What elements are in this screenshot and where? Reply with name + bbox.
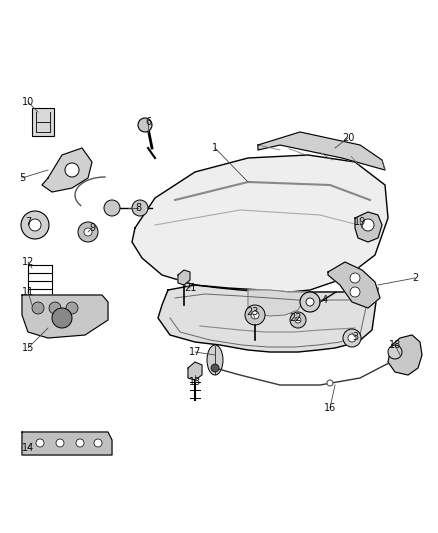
Circle shape <box>52 308 72 328</box>
Text: 15: 15 <box>22 343 34 353</box>
Circle shape <box>32 302 44 314</box>
Text: 17: 17 <box>189 347 201 357</box>
Text: 10: 10 <box>22 97 34 107</box>
Text: 4: 4 <box>322 295 328 305</box>
Circle shape <box>300 292 320 312</box>
Circle shape <box>104 200 120 216</box>
Polygon shape <box>22 432 112 455</box>
Text: 16: 16 <box>324 403 336 413</box>
Text: 12: 12 <box>22 257 34 267</box>
Circle shape <box>245 305 265 325</box>
Circle shape <box>56 439 64 447</box>
Circle shape <box>65 163 79 177</box>
Polygon shape <box>248 290 308 316</box>
Circle shape <box>49 302 61 314</box>
Circle shape <box>350 273 360 283</box>
Text: 21: 21 <box>184 283 196 293</box>
Circle shape <box>388 345 402 359</box>
Circle shape <box>94 439 102 447</box>
Polygon shape <box>258 132 385 170</box>
Circle shape <box>306 298 314 306</box>
Circle shape <box>78 222 98 242</box>
Text: 2: 2 <box>412 273 418 283</box>
Text: 13: 13 <box>189 377 201 387</box>
Polygon shape <box>158 285 378 352</box>
Circle shape <box>327 380 333 386</box>
Polygon shape <box>355 212 382 242</box>
Circle shape <box>29 219 41 231</box>
Circle shape <box>132 200 148 216</box>
Circle shape <box>66 302 78 314</box>
Polygon shape <box>178 270 190 285</box>
Text: 6: 6 <box>145 117 151 127</box>
Circle shape <box>350 287 360 297</box>
Text: 20: 20 <box>342 133 354 143</box>
Polygon shape <box>188 362 202 380</box>
Text: 8: 8 <box>135 203 141 213</box>
Text: 22: 22 <box>289 313 301 323</box>
Text: 18: 18 <box>389 340 401 350</box>
Circle shape <box>211 364 219 372</box>
Circle shape <box>251 311 259 319</box>
Circle shape <box>362 219 374 231</box>
Polygon shape <box>22 295 108 338</box>
Circle shape <box>348 334 356 342</box>
Circle shape <box>138 118 152 132</box>
Text: 5: 5 <box>19 173 25 183</box>
Circle shape <box>290 312 306 328</box>
Circle shape <box>84 228 92 236</box>
Text: 19: 19 <box>354 217 366 227</box>
Circle shape <box>295 317 301 323</box>
Polygon shape <box>42 148 92 192</box>
Ellipse shape <box>207 345 223 375</box>
Circle shape <box>36 439 44 447</box>
Text: 14: 14 <box>22 443 34 453</box>
FancyBboxPatch shape <box>32 108 54 136</box>
Text: 11: 11 <box>22 287 34 297</box>
Text: 1: 1 <box>212 143 218 153</box>
Circle shape <box>76 439 84 447</box>
Circle shape <box>21 211 49 239</box>
Text: 3: 3 <box>352 332 358 342</box>
Circle shape <box>343 329 361 347</box>
Text: 7: 7 <box>25 217 31 227</box>
Text: 9: 9 <box>89 223 95 233</box>
Polygon shape <box>132 155 388 292</box>
Polygon shape <box>388 335 422 375</box>
Polygon shape <box>328 262 380 308</box>
Text: 23: 23 <box>246 307 258 317</box>
